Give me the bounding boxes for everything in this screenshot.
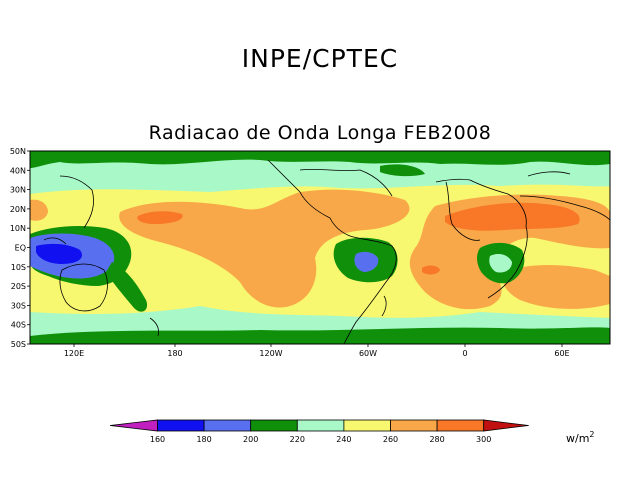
units-exponent: 2 bbox=[589, 430, 595, 439]
lat-tick-label: 40N bbox=[10, 166, 26, 175]
lon-tick-label: 180 bbox=[167, 349, 182, 358]
lat-tick-label: 20N bbox=[10, 205, 26, 214]
olr-contour-field bbox=[30, 151, 610, 344]
org-title: INPE/CPTEC bbox=[241, 44, 399, 73]
legend-swatch bbox=[436, 419, 485, 432]
legend-tick-label: 200 bbox=[243, 435, 258, 444]
lat-tick-label: 10S bbox=[11, 263, 26, 272]
color-legend: 160 180 200 220 240 260 280 300 bbox=[109, 419, 529, 444]
units-label: w/m2 bbox=[566, 430, 595, 445]
legend-swatch bbox=[296, 419, 345, 432]
lat-tick-label: 10N bbox=[10, 224, 26, 233]
legend-swatch bbox=[250, 419, 298, 432]
latitude-axis: 50N 40N 30N 20N 10N EQ 10S 20S 30S 40S 50S bbox=[10, 147, 30, 349]
lon-tick-label: 60E bbox=[554, 349, 569, 358]
lon-tick-label: 120E bbox=[64, 349, 84, 358]
legend-tick-label: 180 bbox=[196, 435, 211, 444]
legend-tick-label: 280 bbox=[429, 435, 444, 444]
band-220-240-africa-core bbox=[489, 254, 512, 273]
lon-tick-label: 0 bbox=[462, 349, 467, 358]
map-title: Radiacao de Onda Longa FEB2008 bbox=[148, 122, 492, 144]
legend-arrow-high bbox=[483, 419, 529, 432]
legend-swatch bbox=[203, 419, 252, 432]
longitude-axis: 120E 180 120W 60W 0 60E bbox=[64, 344, 570, 358]
band-280-300-pacific bbox=[137, 211, 183, 224]
legend-swatch bbox=[390, 419, 438, 432]
lat-tick-label: 30N bbox=[10, 186, 26, 195]
band-200-220-atl-north bbox=[380, 164, 425, 177]
legend-swatch bbox=[343, 419, 391, 432]
legend-tick-label: 220 bbox=[290, 435, 305, 444]
legend-swatch bbox=[157, 419, 205, 432]
band-below-180-warmpool bbox=[36, 243, 82, 264]
band-260-280-west bbox=[30, 199, 48, 221]
band-260-280-indian bbox=[503, 265, 610, 309]
band-280-300-atl bbox=[422, 265, 440, 275]
lat-tick-label: 50S bbox=[11, 340, 26, 349]
band-200-220-spcz bbox=[106, 262, 148, 312]
units-base: w/m bbox=[566, 432, 590, 445]
lat-tick-label: 30S bbox=[11, 301, 26, 310]
band-200-220-north bbox=[30, 151, 610, 168]
lat-tick-label: EQ bbox=[15, 244, 26, 253]
lat-tick-label: 50N bbox=[10, 147, 26, 156]
band-260-280-pacific bbox=[119, 189, 410, 308]
band-200-220-south bbox=[30, 327, 610, 344]
legend-tick-label: 160 bbox=[150, 435, 165, 444]
legend-tick-label: 260 bbox=[383, 435, 398, 444]
lon-tick-label: 120W bbox=[259, 349, 282, 358]
legend-tick-label: 300 bbox=[476, 435, 491, 444]
band-180-200-amazon bbox=[354, 251, 379, 272]
legend-arrow-low bbox=[109, 419, 158, 432]
coastlines bbox=[43, 159, 610, 344]
lat-tick-label: 20S bbox=[11, 282, 26, 291]
legend-tick-label: 240 bbox=[336, 435, 351, 444]
lat-tick-label: 40S bbox=[11, 321, 26, 330]
band-280-300-africa bbox=[445, 202, 580, 231]
lon-tick-label: 60W bbox=[359, 349, 377, 358]
